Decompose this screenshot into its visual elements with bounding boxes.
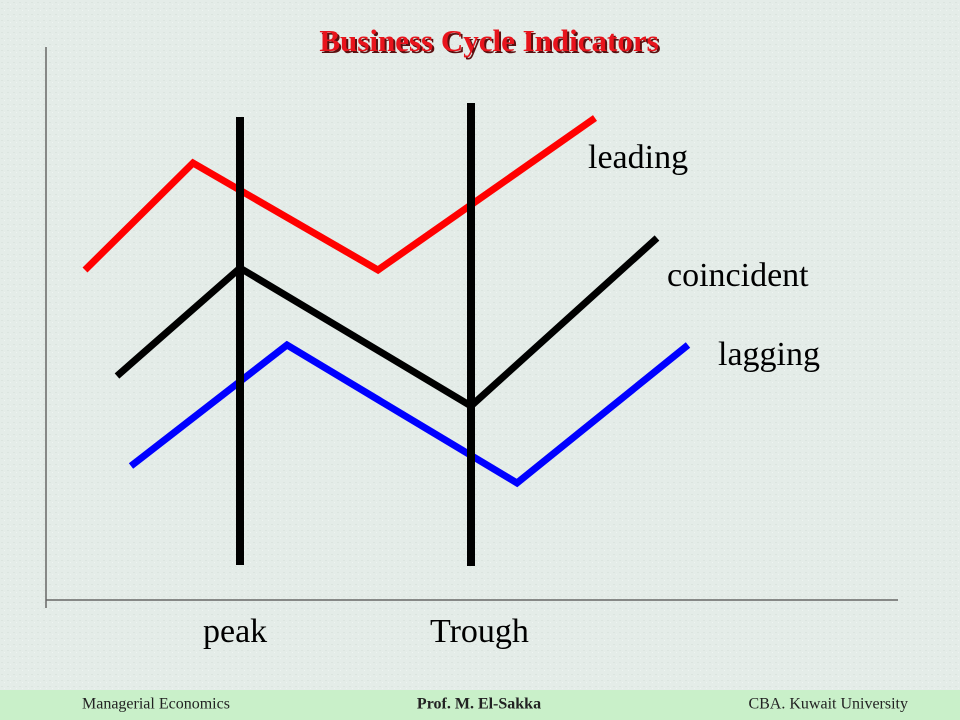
series-label: leading — [588, 139, 688, 176]
footer-band — [0, 690, 960, 720]
series-label: lagging — [718, 336, 820, 373]
series-label: coincident — [667, 257, 809, 294]
title: Business Cycle Indicators — [319, 23, 658, 58]
footer-right: CBA. Kuwait University — [748, 696, 908, 713]
footer-left: Managerial Economics — [82, 696, 230, 713]
title-shadow: Business Cycle Indicators — [321, 25, 660, 60]
phase-label: Trough — [430, 613, 529, 650]
lagging-line — [128, 340, 691, 488]
coincident-line — [114, 235, 660, 411]
leading-line — [82, 115, 598, 275]
background — [0, 0, 960, 690]
footer-center: Prof. M. El-Sakka — [417, 696, 541, 713]
phase-label: peak — [203, 613, 267, 650]
